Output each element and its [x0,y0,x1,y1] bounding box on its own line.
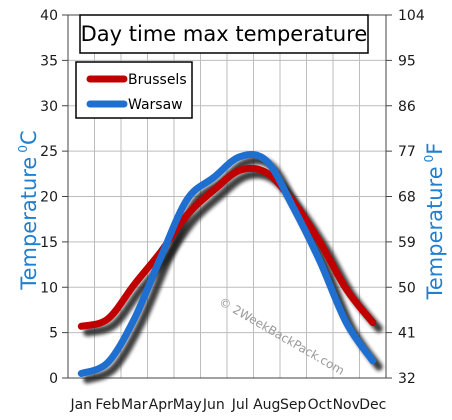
x-tick-label-jun: Jun [202,397,225,413]
y-tick-label-left: 40 [40,8,58,24]
data-point-warsaw-oct [318,259,322,263]
y-axis-right-degree: 0 [422,155,436,163]
y-tick-label-left: 30 [40,99,58,115]
x-tick-label-apr: Apr [149,397,173,413]
series-lines [77,151,377,377]
y-tick-label-left: 5 [49,326,58,342]
data-point-brussels-oct [318,240,322,244]
y-tick-label-right: 86 [398,99,416,115]
data-point-warsaw-mar [132,317,136,321]
series-line-brussels [77,164,377,330]
y-tick-label-right: 95 [398,53,416,69]
data-point-warsaw-jun [212,175,216,179]
legend-label-warsaw: Warsaw [128,97,183,113]
right-axis-ticks: 32 41 50 59 68 77 86 95 104 [386,8,425,387]
data-point-warsaw-jan [79,372,83,375]
data-point-warsaw-aug [265,159,269,163]
data-point-warsaw-feb [106,361,110,365]
y-axis-left-degree: 0 [16,145,30,153]
x-axis-ticks: Jan Feb Mar Apr May Jun Jul Aug Sep Oct Nov Dec [69,397,386,413]
y-tick-label-right: 104 [398,8,425,24]
y-tick-label-left: 0 [49,371,58,387]
y-tick-label-left: 20 [40,190,58,206]
y-axis-label-left: Temperature 0C [16,130,41,290]
data-point-warsaw-may [185,197,189,201]
y-axis-label-right: Temperature 0F [422,143,447,301]
x-tick-label-may: May [173,397,202,413]
y-tick-label-right: 68 [398,190,416,206]
y-tick-label-left: 25 [40,144,58,160]
y-tick-label-right: 50 [398,280,416,296]
x-tick-label-feb: Feb [95,397,120,413]
data-point-warsaw-sep [291,205,295,209]
x-tick-label-jul: Jul [231,397,249,413]
x-tick-label-sep: Sep [280,397,307,413]
data-point-warsaw-jul [238,155,242,159]
y-tick-label-left: 10 [40,280,58,296]
y-tick-label-right: 77 [398,144,416,160]
y-tick-label-right: 32 [398,371,416,387]
title-box [79,14,369,54]
x-tick-label-aug: Aug [253,397,280,413]
x-tick-label-dec: Dec [359,397,386,413]
y-axis-left-unit: C [17,130,41,145]
y-tick-label-right: 59 [398,235,416,251]
y-axis-right-unit: F [423,143,447,155]
data-point-warsaw-dec [371,359,375,363]
data-point-brussels-may [185,213,189,217]
data-point-brussels-jul [238,168,242,172]
data-point-brussels-nov [344,287,348,291]
left-axis-ticks: 0 5 10 15 20 25 30 35 40 [40,8,68,387]
x-tick-label-jan: Jan [69,397,92,413]
series-layer [77,151,383,384]
chart-title: Day time max temperature [81,22,368,46]
y-tick-label-left: 15 [40,235,58,251]
data-point-brussels-jun [212,188,216,192]
data-point-brussels-mar [132,283,136,286]
legend-label-brussels: Brussels [128,72,187,88]
data-point-brussels-feb [106,317,110,321]
data-point-brussels-jan [79,324,83,328]
y-tick-label-left: 35 [40,53,58,69]
data-point-warsaw-apr [159,255,163,259]
x-tick-label-oct: Oct [308,397,333,413]
data-point-brussels-aug [265,171,269,175]
x-tick-label-mar: Mar [121,397,148,413]
y-axis-left-name: Temperature [17,157,41,291]
data-point-warsaw-nov [344,321,348,325]
legend-box [75,61,193,119]
x-tick-label-nov: Nov [333,397,360,413]
y-axis-right-name: Temperature [423,166,447,300]
data-point-brussels-dec [371,321,375,325]
y-tick-label-right: 41 [398,326,416,342]
legend: Brussels Warsaw [75,61,193,119]
